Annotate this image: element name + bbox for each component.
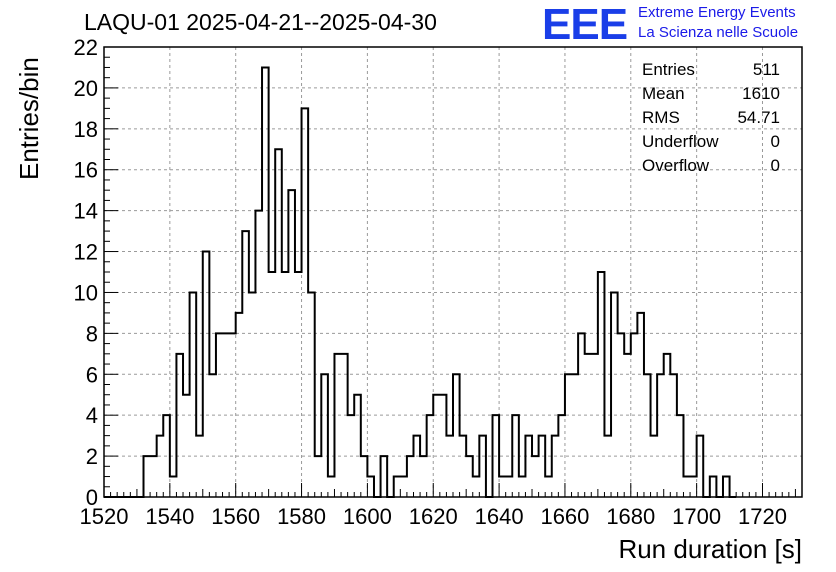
histogram-bin: [183, 395, 190, 497]
y-tick-label: 16: [74, 158, 98, 183]
x-tick-label: 1580: [277, 504, 326, 529]
y-tick-label: 14: [74, 199, 98, 224]
histogram-bin: [295, 272, 302, 497]
histogram-bin: [420, 456, 427, 497]
histogram-bin: [651, 436, 658, 497]
histogram-bin: [170, 477, 177, 497]
y-tick-label: 0: [86, 485, 98, 510]
stats-value: 511: [752, 60, 780, 79]
histogram-bin: [400, 477, 407, 497]
stats-value: 1610: [742, 84, 780, 103]
histogram-bin: [585, 354, 592, 497]
y-tick-label: 18: [74, 117, 98, 142]
stats-row-mean: Mean 1610: [642, 82, 780, 106]
y-tick-label: 2: [86, 444, 98, 469]
histogram-series: [104, 66, 737, 498]
histogram-bin: [506, 477, 513, 497]
histogram-bin: [328, 477, 335, 497]
x-tick-label: 1560: [211, 504, 260, 529]
chart-title: LAQU-01 2025-04-21--2025-04-30: [84, 9, 437, 35]
y-axis-label: Entries/bin: [14, 57, 44, 180]
x-tick-label: 1600: [343, 504, 392, 529]
stats-label: Underflow: [642, 132, 719, 151]
histogram-bin: [315, 456, 322, 497]
x-tick-label: 1620: [409, 504, 458, 529]
y-tick-label: 4: [86, 403, 98, 428]
histogram-bin: [624, 354, 631, 497]
y-tick-label: 10: [74, 280, 98, 305]
histogram-bin: [690, 477, 697, 497]
histogram-bin: [683, 477, 690, 497]
histogram-bin: [499, 477, 506, 497]
stats-value: 0: [770, 156, 780, 175]
histogram-bin: [229, 333, 236, 497]
histogram-bin: [196, 436, 203, 497]
stats-row-entries: Entries 511: [642, 58, 780, 82]
axis-ticks: [103, 46, 803, 498]
y-tick-label: 8: [86, 321, 98, 346]
histogram-bin: [446, 436, 453, 497]
logo-line-2: La Scienza nelle Scuole: [638, 24, 799, 41]
y-tick-label: 20: [74, 76, 98, 101]
y-tick-label: 6: [86, 362, 98, 387]
histogram-bin: [591, 354, 598, 497]
tick-labels: 1520 1540 1560 1580 1600 1620 1640 1660 1680 1700…: [74, 35, 787, 529]
histogram-bin: [269, 272, 276, 497]
x-tick-label: 1680: [606, 504, 655, 529]
histogram-bin: [223, 333, 230, 497]
histogram-bin: [631, 333, 638, 497]
histogram-bin: [150, 456, 157, 497]
stats-row-underflow: Underflow 0: [642, 130, 780, 154]
stats-box: Entries 511 Mean 1610 RMS 54.71 Underflow 0 …: [642, 58, 780, 178]
stats-row-rms: RMS 54.71: [642, 106, 780, 130]
histogram-bin: [618, 333, 625, 497]
stats-value: 54.71: [737, 108, 780, 127]
histogram-bin: [545, 477, 552, 497]
histogram-outline: [104, 66, 737, 498]
eee-logo: EEE: [542, 0, 628, 49]
histogram-bin: [473, 477, 480, 497]
histogram-bin: [236, 313, 243, 497]
x-tick-label: 1660: [540, 504, 589, 529]
x-tick-label: 1520: [80, 504, 129, 529]
y-tick-label: 22: [74, 35, 98, 60]
histogram-bin: [572, 374, 579, 497]
histogram-bin: [532, 456, 539, 497]
histogram-bin: [348, 415, 355, 497]
x-tick-label: 1640: [475, 504, 524, 529]
stats-label: RMS: [642, 108, 680, 127]
histogram-bin: [282, 272, 289, 497]
histogram-bin: [249, 292, 256, 497]
stats-value: 0: [770, 132, 780, 151]
y-tick-label: 12: [74, 240, 98, 265]
histogram-bin: [604, 436, 611, 497]
histogram-bin: [209, 374, 216, 497]
logo-line-1: Extreme Energy Events: [638, 4, 796, 21]
x-tick-label: 1540: [145, 504, 194, 529]
stats-label: Mean: [642, 84, 685, 103]
x-axis-label: Run duration [s]: [618, 534, 802, 564]
x-tick-label: 1720: [738, 504, 787, 529]
histogram-bin: [519, 477, 526, 497]
stats-label: Entries: [642, 60, 695, 79]
x-tick-label: 1700: [672, 504, 721, 529]
histogram-bin: [664, 354, 671, 497]
stats-label: Overflow: [642, 156, 710, 175]
stats-row-overflow: Overflow 0: [642, 154, 780, 178]
